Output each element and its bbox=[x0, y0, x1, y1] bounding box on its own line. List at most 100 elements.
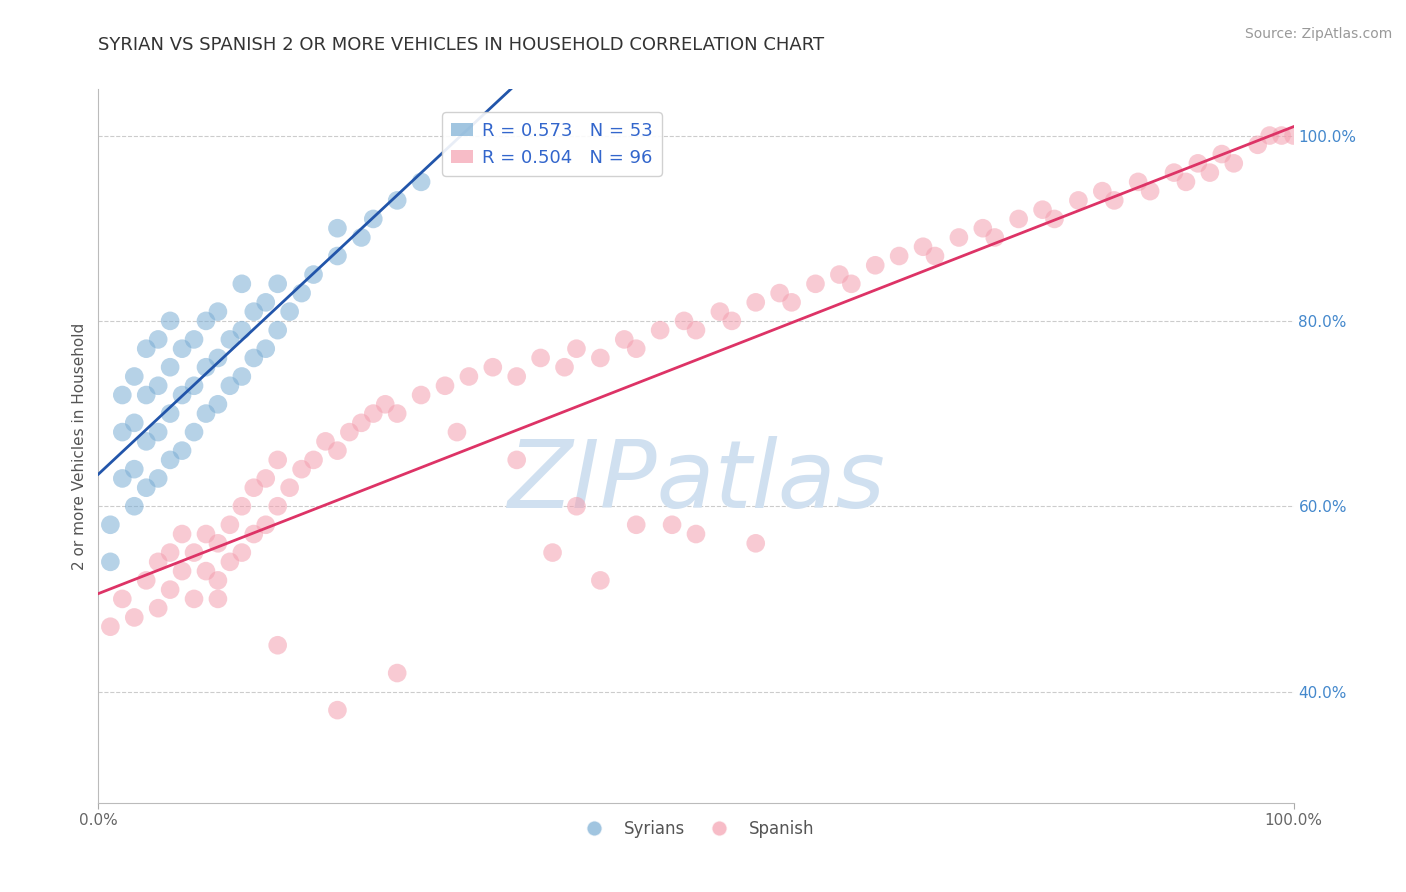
Point bbox=[613, 333, 636, 347]
Point bbox=[207, 397, 229, 411]
Point bbox=[195, 314, 218, 328]
Point bbox=[172, 527, 194, 541]
Point bbox=[745, 536, 768, 550]
Point bbox=[291, 286, 314, 301]
Point bbox=[172, 443, 194, 458]
Point bbox=[267, 323, 290, 337]
Point bbox=[1091, 184, 1114, 198]
Point bbox=[207, 351, 229, 365]
Point bbox=[278, 481, 301, 495]
Point bbox=[159, 360, 181, 375]
Point bbox=[302, 268, 325, 282]
Text: Source: ZipAtlas.com: Source: ZipAtlas.com bbox=[1244, 27, 1392, 41]
Point bbox=[530, 351, 553, 365]
Point bbox=[828, 268, 851, 282]
Point bbox=[768, 286, 790, 301]
Point bbox=[1043, 211, 1066, 226]
Point bbox=[207, 536, 229, 550]
Point bbox=[219, 378, 242, 392]
Point bbox=[243, 481, 266, 495]
Point bbox=[363, 211, 385, 226]
Point bbox=[374, 397, 396, 411]
Point bbox=[350, 416, 373, 430]
Point bbox=[1258, 128, 1281, 143]
Point bbox=[339, 425, 361, 439]
Point bbox=[195, 527, 218, 541]
Point bbox=[159, 314, 181, 328]
Point bbox=[124, 462, 146, 476]
Point bbox=[148, 601, 170, 615]
Point bbox=[219, 333, 242, 347]
Point bbox=[219, 555, 242, 569]
Point bbox=[326, 249, 349, 263]
Point bbox=[183, 378, 205, 392]
Point bbox=[554, 360, 576, 375]
Point bbox=[124, 416, 146, 430]
Point bbox=[565, 342, 588, 356]
Point bbox=[1282, 128, 1305, 143]
Point bbox=[148, 333, 170, 347]
Point bbox=[148, 425, 170, 439]
Point bbox=[1247, 137, 1270, 152]
Point bbox=[626, 342, 648, 356]
Point bbox=[243, 304, 266, 318]
Point bbox=[721, 314, 744, 328]
Point bbox=[1199, 166, 1222, 180]
Point bbox=[135, 574, 157, 588]
Point bbox=[135, 481, 157, 495]
Point bbox=[267, 453, 290, 467]
Point bbox=[481, 360, 505, 375]
Point bbox=[1104, 194, 1126, 208]
Point bbox=[506, 369, 529, 384]
Point bbox=[434, 378, 457, 392]
Point bbox=[254, 471, 277, 485]
Point bbox=[98, 517, 122, 532]
Point bbox=[207, 304, 229, 318]
Point bbox=[661, 517, 683, 532]
Point bbox=[780, 295, 803, 310]
Point bbox=[1032, 202, 1054, 217]
Point bbox=[326, 443, 349, 458]
Point bbox=[385, 194, 409, 208]
Point bbox=[673, 314, 696, 328]
Point bbox=[1163, 166, 1185, 180]
Point bbox=[124, 500, 146, 514]
Point bbox=[889, 249, 911, 263]
Point bbox=[135, 342, 157, 356]
Point bbox=[804, 277, 827, 291]
Point bbox=[148, 471, 170, 485]
Point bbox=[709, 304, 731, 318]
Point bbox=[589, 351, 612, 365]
Y-axis label: 2 or more Vehicles in Household: 2 or more Vehicles in Household bbox=[72, 322, 87, 570]
Point bbox=[541, 545, 564, 559]
Point bbox=[315, 434, 337, 449]
Point bbox=[183, 545, 205, 559]
Point bbox=[111, 471, 134, 485]
Point bbox=[254, 517, 277, 532]
Legend: Syrians, Spanish: Syrians, Spanish bbox=[571, 814, 821, 845]
Point bbox=[111, 388, 134, 402]
Point bbox=[195, 360, 218, 375]
Point bbox=[302, 453, 325, 467]
Point bbox=[685, 527, 707, 541]
Point bbox=[183, 333, 205, 347]
Point bbox=[159, 407, 181, 421]
Point bbox=[124, 369, 146, 384]
Point bbox=[231, 277, 253, 291]
Point bbox=[148, 555, 170, 569]
Point bbox=[243, 351, 266, 365]
Point bbox=[648, 323, 672, 337]
Point bbox=[267, 500, 290, 514]
Point bbox=[231, 369, 253, 384]
Text: SYRIAN VS SPANISH 2 OR MORE VEHICLES IN HOUSEHOLD CORRELATION CHART: SYRIAN VS SPANISH 2 OR MORE VEHICLES IN … bbox=[98, 36, 824, 54]
Point bbox=[1008, 211, 1031, 226]
Point bbox=[911, 240, 934, 254]
Point bbox=[841, 277, 863, 291]
Point bbox=[267, 638, 290, 652]
Point bbox=[1271, 128, 1294, 143]
Point bbox=[411, 388, 433, 402]
Point bbox=[1128, 175, 1150, 189]
Point bbox=[1211, 147, 1233, 161]
Point bbox=[195, 564, 218, 578]
Point bbox=[172, 342, 194, 356]
